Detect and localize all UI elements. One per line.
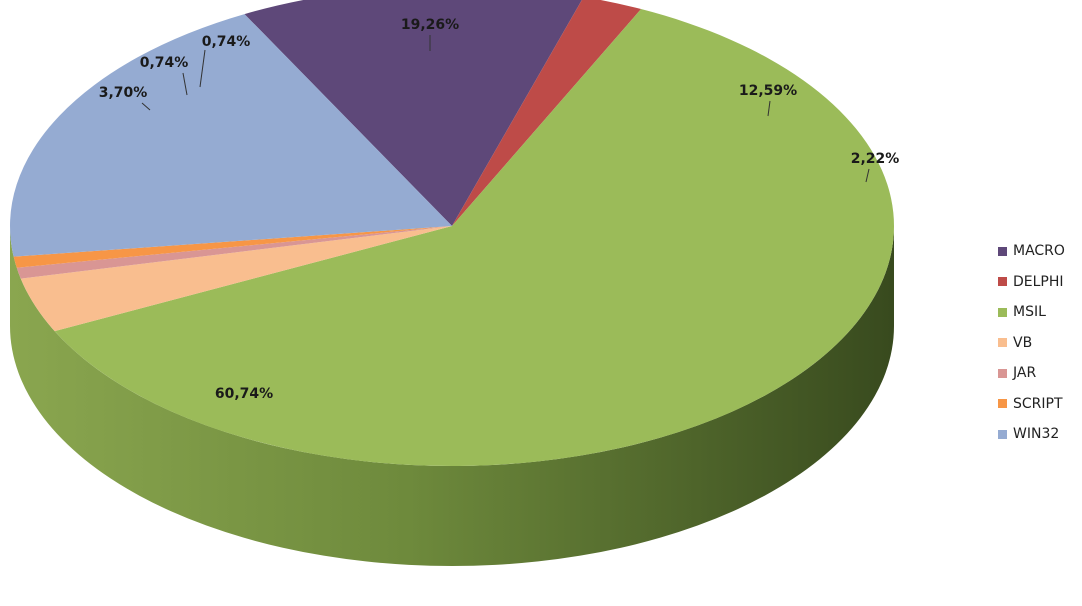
pie-slices — [9, 0, 895, 467]
legend-label-jar: JAR — [1013, 365, 1037, 382]
legend-label-script: SCRIPT — [1013, 395, 1063, 412]
legend-label-vb: VB — [1013, 334, 1033, 351]
legend-label-delphi: DELPHI — [1013, 273, 1064, 290]
data-label-delphi: 2,22% — [851, 151, 900, 167]
legend-swatch-script — [998, 399, 1007, 409]
legend-item-msil: MSIL — [998, 297, 1082, 328]
legend-swatch-delphi — [998, 277, 1007, 287]
data-label-script: 0,74% — [202, 34, 251, 50]
pie-slice-macro — [244, 0, 582, 226]
data-labels: 12,59% 2,22% 60,74% 3,70% 0,74% 0,74% 19,26% — [99, 17, 900, 402]
leader-line-vb — [141, 102, 151, 111]
legend-swatch-vb — [998, 338, 1007, 348]
pie-slice-msil — [54, 9, 895, 467]
legend-swatch-msil — [998, 307, 1007, 317]
pie-slice-jar — [16, 226, 453, 279]
pie-slice-win32 — [9, 14, 452, 257]
pie-slice-script — [13, 226, 452, 268]
legend-item-script: SCRIPT — [998, 389, 1082, 420]
legend-item-vb: VB — [998, 328, 1082, 359]
leader-line-script — [199, 49, 206, 88]
legend-item-win32: WIN32 — [998, 419, 1082, 450]
legend: MACRO DELPHI MSIL VB JAR SCRIPT WIN32 — [998, 236, 1082, 450]
legend-swatch-jar — [998, 368, 1007, 378]
legend-item-macro: MACRO — [998, 236, 1082, 267]
leader-line-delphi — [865, 168, 870, 183]
leader-lines — [141, 35, 870, 183]
pie-slice-vb — [20, 226, 453, 332]
leader-line-macro — [767, 100, 771, 117]
pie-side-wall — [10, 226, 894, 566]
data-label-win32: 19,26% — [401, 17, 459, 33]
data-label-vb: 3,70% — [99, 85, 148, 101]
legend-label-msil: MSIL — [1013, 304, 1046, 321]
legend-swatch-win32 — [998, 429, 1007, 439]
data-label-msil: 60,74% — [215, 386, 273, 402]
data-label-jar: 0,74% — [140, 55, 189, 71]
legend-item-delphi: DELPHI — [998, 267, 1082, 298]
legend-label-macro: MACRO — [1013, 243, 1065, 260]
pie-slice-delphi — [452, 0, 642, 226]
leader-line-jar — [182, 72, 188, 96]
legend-item-jar: JAR — [998, 358, 1082, 389]
legend-label-win32: WIN32 — [1013, 426, 1060, 443]
data-label-macro: 12,59% — [739, 83, 797, 99]
legend-swatch-macro — [998, 246, 1007, 256]
